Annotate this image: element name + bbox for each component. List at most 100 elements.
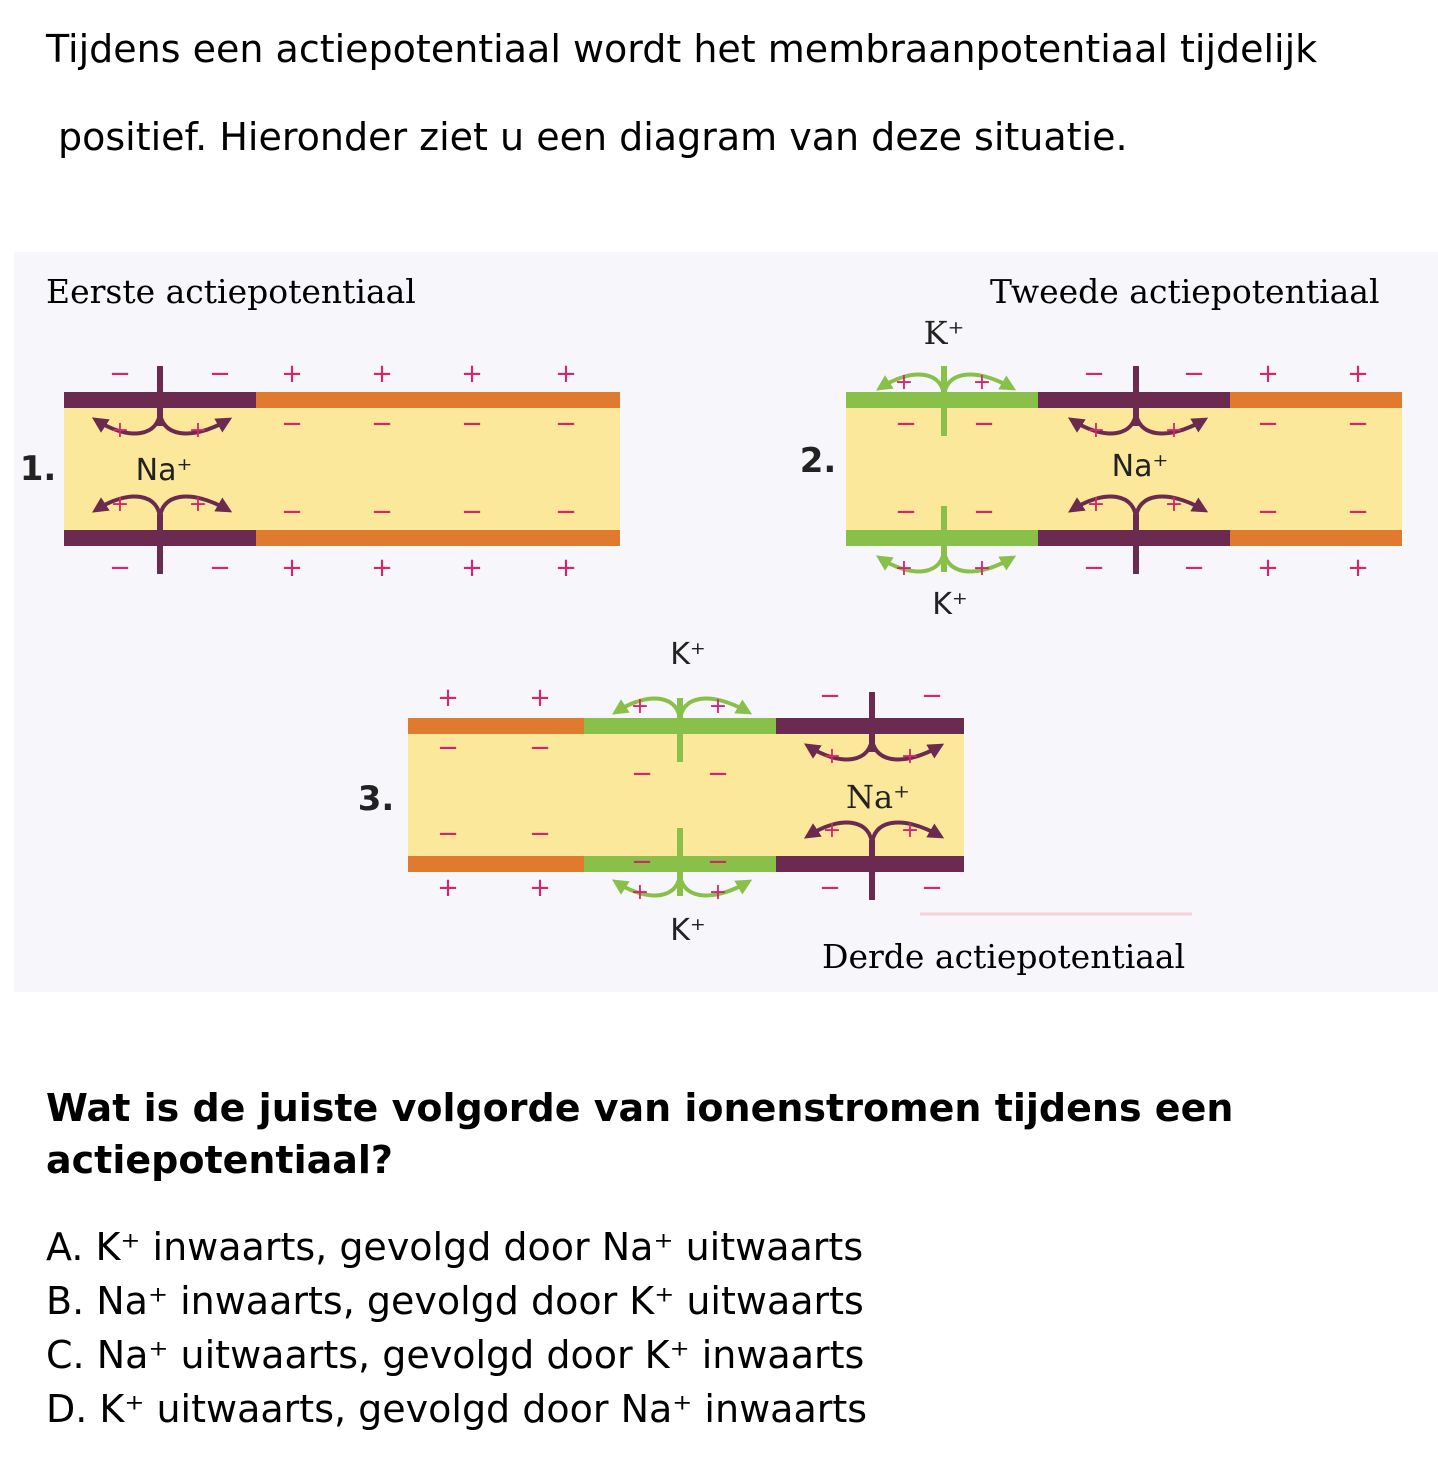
- arrow-plus-sign: +: [709, 694, 727, 719]
- inside-minus-sign: −: [281, 497, 303, 527]
- panel-number-2: 2.: [800, 441, 837, 481]
- inside-minus-sign: −: [895, 409, 917, 439]
- arrow-plus-sign: +: [1087, 492, 1105, 517]
- arrow-plus-sign: +: [631, 880, 649, 905]
- inside-minus-sign: −: [631, 847, 653, 877]
- option-d[interactable]: D. K⁺ uitwaarts, gevolgd door Na⁺ inwaar…: [46, 1387, 868, 1431]
- arrow-plus-sign: +: [1165, 418, 1183, 443]
- outside-minus-sign: −: [209, 359, 231, 389]
- inside-minus-sign: −: [555, 409, 577, 439]
- inside-minus-sign: −: [1257, 409, 1279, 439]
- panel-number-1: 1.: [20, 449, 57, 489]
- outside-minus-sign: −: [1083, 359, 1105, 389]
- sodium-label-2: Na⁺: [1112, 449, 1169, 484]
- potassium-efflux-arrow: [942, 547, 1017, 574]
- option-a[interactable]: A. K⁺ inwaarts, gevolgd door Na⁺ uitwaar…: [46, 1225, 864, 1269]
- outside-plus-sign: +: [461, 359, 483, 389]
- resting-membrane-bottom: [1230, 530, 1402, 546]
- inside-minus-sign: −: [1347, 497, 1369, 527]
- arrow-plus-sign: +: [111, 418, 129, 443]
- outside-minus-sign: −: [819, 873, 841, 903]
- outside-plus-sign: +: [281, 553, 303, 583]
- inside-minus-sign: −: [895, 497, 917, 527]
- outside-plus-sign: +: [281, 359, 303, 389]
- outside-plus-sign: +: [529, 873, 551, 903]
- inside-minus-sign: −: [371, 409, 393, 439]
- arrow-plus-sign: +: [895, 370, 913, 395]
- potassium-label-2b: K⁺: [932, 587, 968, 622]
- outside-plus-sign: +: [1257, 553, 1279, 583]
- resting-membrane-bottom: [256, 530, 620, 546]
- arrow-plus-sign: +: [631, 694, 649, 719]
- outside-minus-sign: −: [1183, 359, 1205, 389]
- inside-minus-sign: −: [461, 497, 483, 527]
- option-c[interactable]: C. Na⁺ uitwaarts, gevolgd door K⁺ inwaar…: [46, 1333, 865, 1377]
- inside-minus-sign: −: [973, 409, 995, 439]
- inside-minus-sign: −: [555, 497, 577, 527]
- inside-minus-sign: −: [529, 819, 551, 849]
- outside-plus-sign: +: [437, 873, 459, 903]
- arrow-plus-sign: +: [111, 492, 129, 517]
- outside-minus-sign: −: [1183, 553, 1205, 583]
- resting-membrane-top: [408, 718, 584, 734]
- label-third-action-potential: Derde actiepotentiaal: [822, 937, 1185, 976]
- resting-membrane-bottom: [408, 856, 584, 872]
- label-second-action-potential: Tweede actiepotentiaal: [990, 272, 1380, 311]
- potassium-label-3a: K⁺: [670, 637, 706, 672]
- potassium-label-2a: K⁺: [924, 314, 965, 352]
- sodium-influx-arrow: [158, 409, 233, 436]
- label-first-action-potential: Eerste actiepotentiaal: [46, 272, 416, 311]
- inside-minus-sign: −: [461, 409, 483, 439]
- potassium-efflux-arrow: [942, 372, 1017, 399]
- outside-minus-sign: −: [921, 681, 943, 711]
- action-potential-diagram: − − + + + + − − − − − − − − − − + + + + + + + + Na⁺ 1. Eerste acti…: [14, 252, 1438, 992]
- outside-plus-sign: +: [461, 553, 483, 583]
- arrow-plus-sign: +: [901, 744, 919, 769]
- outside-minus-sign: −: [109, 553, 131, 583]
- inside-minus-sign: −: [973, 497, 995, 527]
- inside-minus-sign: −: [371, 497, 393, 527]
- sodium-label-3: Na⁺: [846, 778, 910, 816]
- arrow-plus-sign: +: [709, 880, 727, 905]
- inside-minus-sign: −: [707, 759, 729, 789]
- potassium-efflux-arrow: [678, 696, 753, 723]
- inside-minus-sign: −: [1347, 409, 1369, 439]
- sodium-influx-arrow: [870, 735, 945, 762]
- outside-plus-sign: +: [1347, 359, 1369, 389]
- arrow-plus-sign: +: [973, 370, 991, 395]
- sodium-influx-arrow: [1134, 409, 1209, 436]
- sodium-label-1: Na⁺: [136, 453, 193, 488]
- arrow-plus-sign: +: [1165, 492, 1183, 517]
- arrow-plus-sign: +: [901, 818, 919, 843]
- arrow-plus-sign: +: [823, 744, 841, 769]
- intro-line-2: positief. Hieronder ziet u een diagram v…: [58, 115, 1128, 159]
- option-b[interactable]: B. Na⁺ inwaarts, gevolgd door K⁺ uitwaar…: [46, 1279, 864, 1323]
- outside-minus-sign: −: [819, 681, 841, 711]
- outside-plus-sign: +: [371, 359, 393, 389]
- arrow-plus-sign: +: [1087, 418, 1105, 443]
- outside-minus-sign: −: [109, 359, 131, 389]
- arrow-plus-sign: +: [189, 418, 207, 443]
- sodium-influx-arrow: [158, 494, 233, 521]
- outside-minus-sign: −: [209, 553, 231, 583]
- axon-cytoplasm: [846, 404, 1402, 534]
- outside-minus-sign: −: [921, 873, 943, 903]
- arrow-plus-sign: +: [895, 556, 913, 581]
- resting-membrane-top: [256, 392, 620, 408]
- answer-options: A. K⁺ inwaarts, gevolgd door Na⁺ uitwaar…: [46, 1220, 867, 1436]
- panel-number-3: 3.: [358, 779, 395, 819]
- inside-minus-sign: −: [437, 733, 459, 763]
- intro-line-1: Tijdens een actiepotentiaal wordt het me…: [46, 27, 1318, 71]
- potassium-efflux-arrow: [678, 871, 753, 898]
- outside-plus-sign: +: [371, 553, 393, 583]
- sodium-influx-arrow: [870, 820, 945, 847]
- arrow-plus-sign: +: [189, 492, 207, 517]
- sodium-influx-arrow: [1134, 494, 1209, 521]
- outside-plus-sign: +: [529, 683, 551, 713]
- inside-minus-sign: −: [631, 759, 653, 789]
- inside-minus-sign: −: [529, 733, 551, 763]
- inside-minus-sign: −: [437, 819, 459, 849]
- potassium-label-3b: K⁺: [670, 913, 706, 948]
- arrow-plus-sign: +: [973, 556, 991, 581]
- outside-plus-sign: +: [1257, 359, 1279, 389]
